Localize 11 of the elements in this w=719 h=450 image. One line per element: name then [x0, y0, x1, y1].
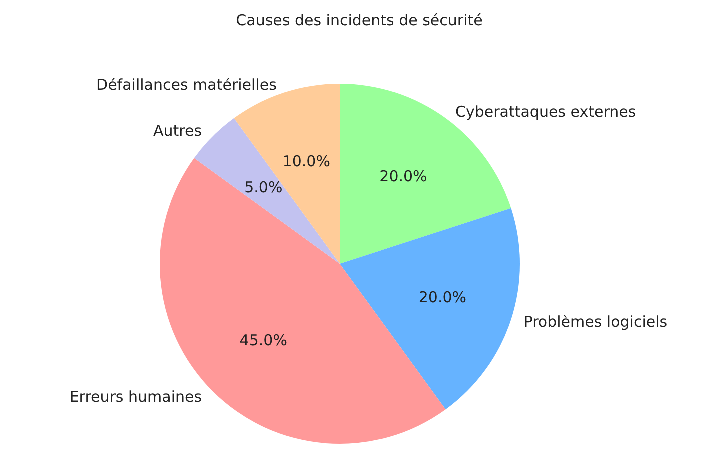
chart-title: Causes des incidents de sécurité: [236, 12, 483, 30]
data-label: 45.0%: [240, 331, 288, 350]
data-label: 20.0%: [380, 168, 428, 186]
data-label: 10.0%: [282, 152, 330, 170]
slice-label: Cyberattaques externes: [456, 102, 636, 121]
slice-label: Problèmes logiciels: [524, 313, 668, 332]
slice-label: Défaillances matérielles: [96, 76, 278, 94]
data-label: 5.0%: [244, 178, 283, 197]
slice-label: Erreurs humaines: [70, 388, 202, 406]
data-label: 20.0%: [418, 288, 467, 306]
slice-label: Autres: [154, 122, 202, 140]
